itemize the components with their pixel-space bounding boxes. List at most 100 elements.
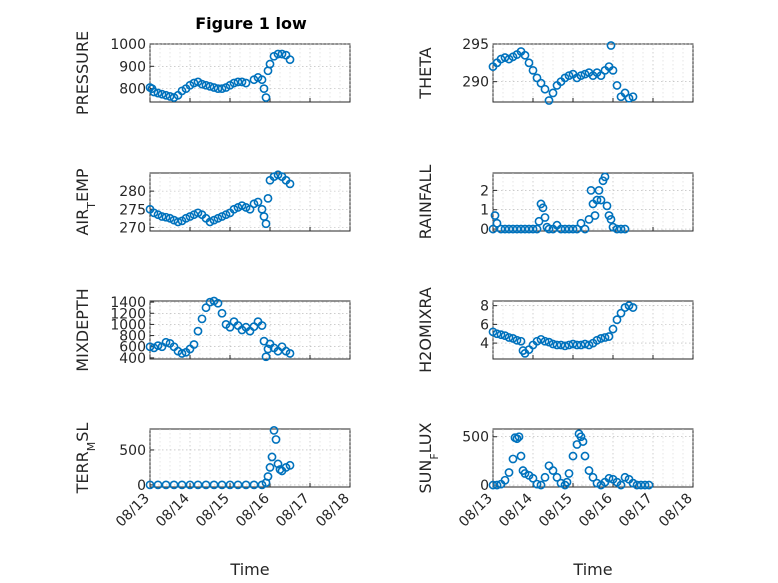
data-point: [568, 339, 578, 349]
data-point: [265, 59, 275, 69]
data-point: [578, 437, 588, 446]
x-tick-label: 08/18: [656, 491, 696, 531]
data-point: [213, 298, 223, 308]
subplot-theta: 290 295 THETA: [416, 37, 694, 105]
data-point: [560, 341, 570, 351]
data-point: [596, 195, 606, 205]
y-tick-label: 500: [119, 443, 146, 459]
y-axis-label: PRESSURE: [73, 31, 92, 115]
data-point: [592, 195, 602, 205]
data-point: [253, 197, 263, 207]
data-point: [580, 69, 590, 79]
data-point: [241, 480, 251, 490]
y-tick-label: 0: [480, 222, 489, 238]
data-point: [209, 480, 219, 490]
data-point: [584, 214, 594, 224]
data-point: [616, 224, 626, 234]
data-point: [153, 480, 163, 490]
y-tick-label: 1400: [110, 295, 146, 311]
data-point: [594, 185, 604, 195]
y-tick-label: 6: [480, 317, 489, 333]
x-axis-label: Time: [572, 560, 612, 579]
x-tick-label: 08/17: [616, 491, 656, 531]
data-point: [145, 480, 155, 490]
data-point: [548, 88, 558, 98]
data-point: [241, 78, 251, 88]
data-point: [169, 480, 179, 490]
subplot-h2omixra: 4 6 8 H2OMIXRA: [416, 287, 694, 373]
data-point: [285, 349, 295, 358]
data-point: [217, 480, 227, 490]
data-point: [528, 65, 538, 75]
data-point: [157, 89, 167, 99]
data-point: [233, 77, 243, 87]
x-tick-label: 08/14: [153, 490, 193, 530]
data-point: [225, 322, 235, 332]
data-point: [524, 58, 534, 68]
subplot-terr-msl: 0 500 TERRMSL 08/13 08/14 08/15 08/16 08/17 08/1…: [73, 423, 353, 579]
x-tick-label: 08/15: [193, 491, 233, 531]
y-tick-label: 4: [480, 336, 489, 352]
data-point: [285, 55, 295, 65]
data-point: [576, 71, 586, 81]
data-point: [225, 480, 235, 490]
data-point: [508, 224, 518, 234]
x-tick-label: 08/17: [273, 491, 313, 531]
data-point: [205, 81, 215, 91]
data-point: [616, 480, 626, 490]
data-point: [273, 459, 283, 469]
y-tick-label: 295: [462, 37, 489, 53]
data-point: [273, 49, 283, 59]
y-tick-label: 1000: [110, 317, 146, 333]
y-axis-label: THETA: [416, 47, 435, 99]
data-point: [193, 480, 203, 490]
data-point: [271, 435, 281, 444]
data-point: [217, 84, 227, 94]
data-point: [576, 432, 586, 442]
data-point: [157, 212, 167, 221]
y-tick-label: 600: [119, 340, 146, 356]
data-point: [261, 352, 271, 362]
data-point: [197, 79, 207, 89]
data-point: [488, 480, 498, 490]
x-tick-label: 08/14: [496, 490, 536, 530]
data-point: [245, 204, 255, 214]
data-point: [261, 93, 271, 102]
data-point: [540, 213, 550, 222]
data-point: [628, 303, 638, 312]
data-point: [490, 211, 500, 220]
y-tick-label: 800: [119, 329, 146, 345]
data-point: [257, 321, 267, 330]
data-point: [644, 480, 654, 490]
data-point: [624, 93, 634, 103]
y-axis-label: TERRMSL: [73, 423, 98, 495]
data-point: [277, 49, 287, 59]
data-point: [492, 329, 502, 339]
data-point: [237, 77, 247, 87]
data-point: [568, 224, 578, 234]
data-point: [548, 466, 558, 475]
data-point: [608, 324, 618, 334]
y-axis-label: AIRTEMP: [73, 168, 98, 235]
data-point: [161, 337, 171, 347]
data-point: [588, 472, 598, 482]
data-point: [536, 78, 546, 88]
y-tick-label: 900: [119, 59, 146, 75]
data-point: [564, 469, 574, 478]
data-point: [504, 333, 514, 342]
data-point: [552, 340, 562, 350]
data-point: [606, 214, 616, 224]
subplot-air-temp: 270 275 280 AIRTEMP: [73, 168, 351, 236]
data-point: [580, 339, 590, 349]
data-point: [540, 84, 550, 94]
y-tick-label: 1: [480, 203, 489, 219]
data-point: [538, 203, 548, 213]
data-point: [612, 81, 622, 90]
y-tick-label: 0: [137, 478, 146, 494]
y-tick-label: 2: [480, 183, 489, 199]
data-point: [604, 473, 614, 483]
x-tick-label: 08/16: [576, 490, 616, 530]
data-point: [269, 425, 279, 435]
